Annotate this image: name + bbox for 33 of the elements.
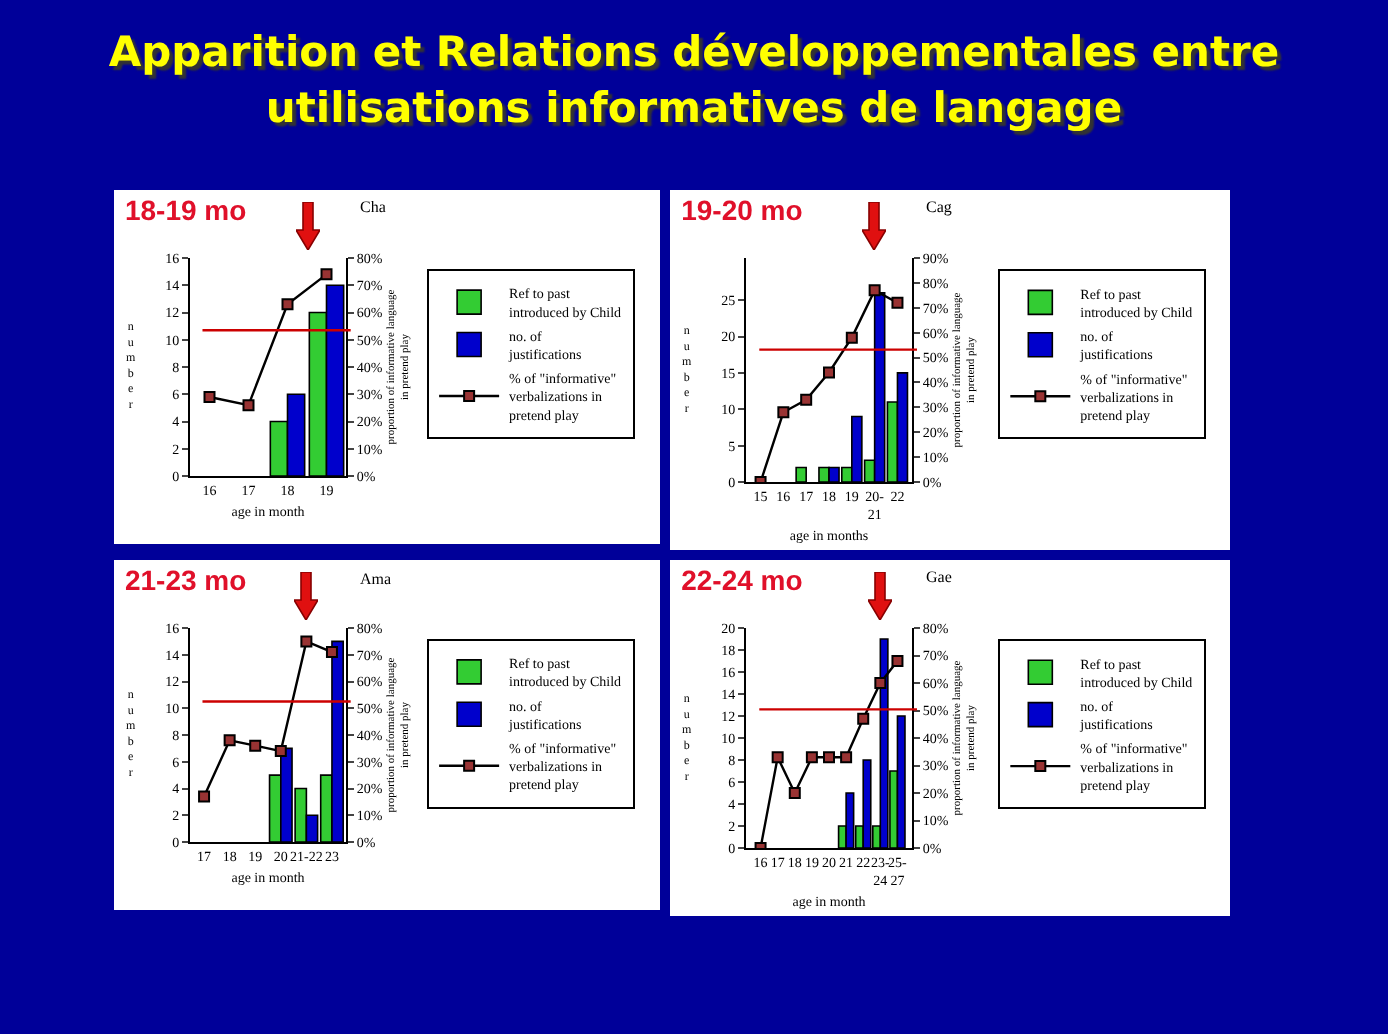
- chart-title: 22-24 mo: [681, 564, 803, 597]
- text: Ama: [360, 570, 392, 588]
- point: [891, 655, 904, 667]
- point: [274, 745, 287, 758]
- text: Apparition et Relations développementales entre utilisations informatives de langage: [106, 26, 1282, 136]
- point: [203, 390, 216, 403]
- point: [223, 734, 236, 747]
- point: [320, 268, 333, 281]
- chart-title: 18-19 mo: [124, 194, 247, 227]
- point: [800, 393, 813, 406]
- text: Gae: [926, 568, 953, 586]
- point: [325, 646, 338, 659]
- point: [891, 296, 904, 309]
- text: Cha: [360, 198, 387, 216]
- point: [868, 284, 881, 297]
- point: [771, 751, 784, 764]
- point: [198, 790, 211, 803]
- point: [840, 751, 853, 764]
- point: [805, 751, 818, 764]
- text: Cag: [926, 198, 952, 216]
- chart-title: 21-23 mo: [124, 564, 247, 597]
- point: [857, 712, 870, 725]
- point: [249, 739, 262, 752]
- chart-title: 19-20 mo: [681, 194, 803, 227]
- point: [777, 406, 790, 419]
- point: [281, 298, 294, 311]
- point: [874, 677, 887, 689]
- point: [300, 635, 313, 648]
- point: [845, 331, 858, 344]
- point: [823, 366, 835, 379]
- point: [788, 787, 801, 799]
- point: [823, 751, 835, 764]
- point: [242, 399, 255, 412]
